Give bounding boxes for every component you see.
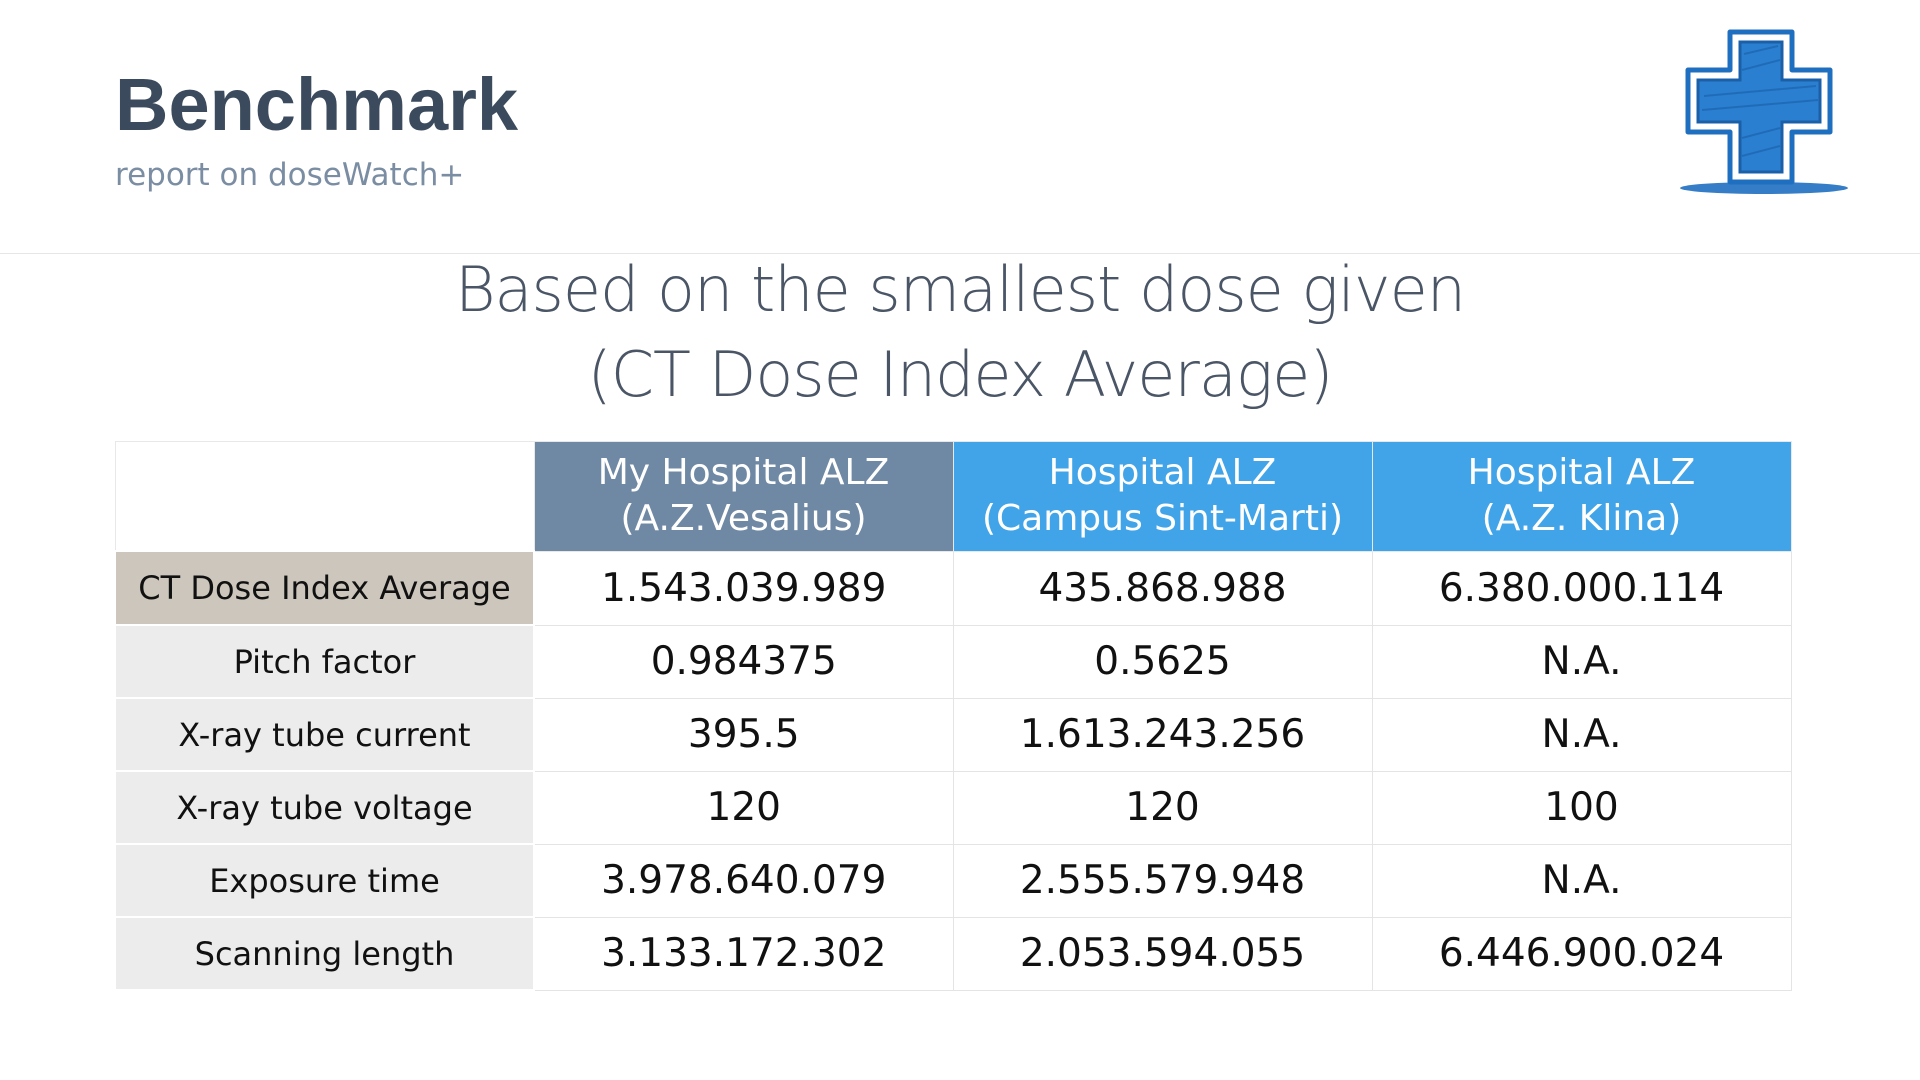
table-cell: 2.555.579.948 xyxy=(952,843,1373,918)
row-label: Scanning length xyxy=(114,916,535,991)
table-cell: 100 xyxy=(1371,770,1792,845)
column-header-my-hospital: My Hospital ALZ (A.Z.Vesalius) xyxy=(533,441,954,552)
column-header-name: Hospital ALZ xyxy=(1048,452,1277,494)
page-subtitle: report on doseWatch+ xyxy=(115,157,465,193)
section-heading-sub: (CT Dose Index Average) xyxy=(587,338,1334,411)
table-cell: 2.053.594.055 xyxy=(952,916,1373,991)
table-cell: 120 xyxy=(952,770,1373,845)
table-cell: N.A. xyxy=(1371,697,1792,772)
table-row: X-ray tube voltage 120 120 100 xyxy=(114,770,1792,845)
table-row: CT Dose Index Average 1.543.039.989 435.… xyxy=(114,550,1792,626)
table-corner-cell xyxy=(114,441,535,552)
table-cell: 1.543.039.989 xyxy=(533,550,954,626)
row-label: CT Dose Index Average xyxy=(114,550,535,626)
table-row: Exposure time 3.978.640.079 2.555.579.94… xyxy=(114,843,1792,918)
column-header-site: (Campus Sint-Marti) xyxy=(981,498,1344,540)
medical-cross-icon xyxy=(1678,24,1854,200)
column-header-site: (A.Z. Klina) xyxy=(1481,498,1682,540)
page-title: Benchmark xyxy=(115,63,519,146)
row-label: X-ray tube voltage xyxy=(114,770,535,845)
column-header-name: My Hospital ALZ xyxy=(597,452,890,494)
column-header-site: (A.Z.Vesalius) xyxy=(620,498,867,540)
table-row: X-ray tube current 395.5 1.613.243.256 N… xyxy=(114,697,1792,772)
section-heading: Based on the smallest dose given xyxy=(454,253,1466,326)
table-row: Pitch factor 0.984375 0.5625 N.A. xyxy=(114,624,1792,699)
table-cell: 0.984375 xyxy=(533,624,954,699)
table-cell: 120 xyxy=(533,770,954,845)
column-header-hospital-2: Hospital ALZ (Campus Sint-Marti) xyxy=(952,441,1373,552)
table-cell: 6.446.900.024 xyxy=(1371,916,1792,991)
header-divider xyxy=(0,253,1920,254)
table-cell: N.A. xyxy=(1371,843,1792,918)
table-cell: 0.5625 xyxy=(952,624,1373,699)
row-label: X-ray tube current xyxy=(114,697,535,772)
column-header-name: Hospital ALZ xyxy=(1467,452,1696,494)
table-cell: 435.868.988 xyxy=(952,550,1373,626)
table-cell: 1.613.243.256 xyxy=(952,697,1373,772)
table-cell: 395.5 xyxy=(533,697,954,772)
row-label: Pitch factor xyxy=(114,624,535,699)
table-header-row: My Hospital ALZ (A.Z.Vesalius) Hospital … xyxy=(114,441,1792,552)
table-cell: 3.978.640.079 xyxy=(533,843,954,918)
table-cell: 3.133.172.302 xyxy=(533,916,954,991)
table-row: Scanning length 3.133.172.302 2.053.594.… xyxy=(114,916,1792,991)
row-label: Exposure time xyxy=(114,843,535,918)
benchmark-table: My Hospital ALZ (A.Z.Vesalius) Hospital … xyxy=(114,441,1792,991)
table-cell: 6.380.000.114 xyxy=(1371,550,1792,626)
column-header-hospital-3: Hospital ALZ (A.Z. Klina) xyxy=(1371,441,1792,552)
table-cell: N.A. xyxy=(1371,624,1792,699)
